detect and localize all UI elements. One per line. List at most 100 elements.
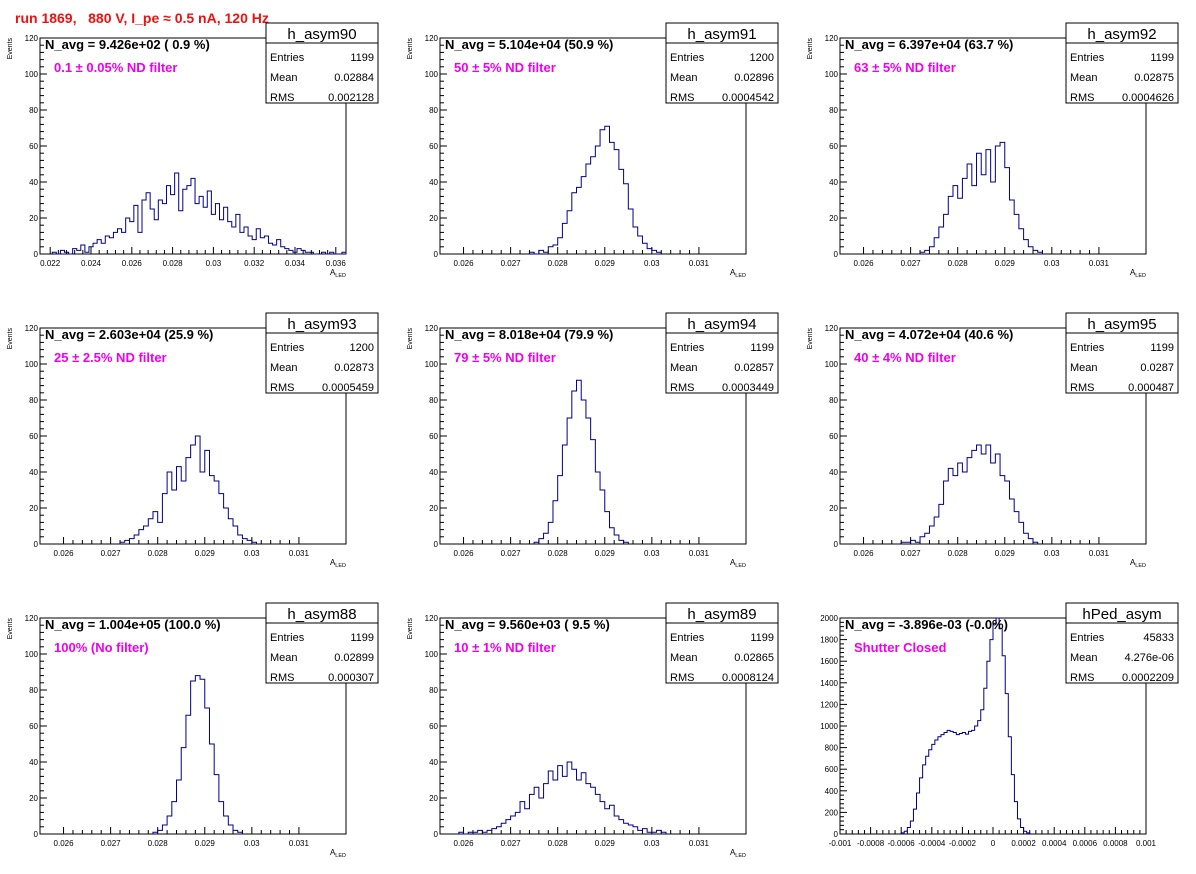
stats-entries: 1199 bbox=[750, 342, 774, 354]
x-tick-label: 0.026 bbox=[454, 549, 475, 558]
histogram-bin bbox=[203, 207, 207, 254]
histogram-bin bbox=[553, 780, 558, 834]
stats-box: h_asym90 Entries 1199 Mean 0.02884 RMS 0.00212… bbox=[265, 22, 379, 104]
y-tick-label: 40 bbox=[29, 178, 38, 187]
histogram-bin bbox=[171, 195, 175, 254]
histogram-outline bbox=[900, 617, 1031, 834]
histogram-bin bbox=[1005, 481, 1010, 544]
x-tick-label: 0.03 bbox=[1044, 259, 1060, 268]
histogram-bin bbox=[986, 445, 991, 544]
histogram-bin bbox=[904, 831, 907, 834]
filter-label: 0.1 ± 0.05% ND filter bbox=[54, 60, 177, 75]
x-axis-label: ALED bbox=[330, 268, 346, 279]
histogram-bin bbox=[572, 769, 577, 834]
histogram-bin bbox=[162, 494, 167, 544]
x-tick-label: 0.027 bbox=[901, 549, 922, 558]
y-tick-label: 800 bbox=[825, 744, 839, 753]
histogram-name: hPed_asym bbox=[1082, 606, 1161, 623]
histogram-bin bbox=[548, 522, 553, 544]
histogram-outline bbox=[458, 761, 667, 835]
histogram-bin bbox=[567, 762, 572, 834]
y-tick-label: 20 bbox=[829, 504, 838, 513]
y-axis-label: Events bbox=[7, 328, 14, 350]
histogram-bin bbox=[264, 236, 268, 254]
histogram-bin bbox=[572, 193, 577, 254]
histogram-bin bbox=[652, 250, 657, 254]
histogram-bin bbox=[150, 209, 154, 254]
histogram-bin bbox=[638, 236, 643, 254]
filter-label: 50 ± 5% ND filter bbox=[454, 60, 556, 75]
histogram-bin bbox=[978, 721, 981, 834]
histogram-name: h_asym91 bbox=[687, 26, 756, 43]
histogram-bin bbox=[920, 252, 925, 254]
histogram-bin bbox=[177, 467, 182, 544]
y-tick-label: 120 bbox=[425, 324, 439, 333]
histogram-bin bbox=[534, 787, 539, 834]
histogram-bin bbox=[628, 825, 633, 834]
histogram-bin bbox=[134, 205, 138, 254]
y-tick-label: 100 bbox=[425, 70, 439, 79]
navg-label: N_avg = 4.072e+04 (40.6 %) bbox=[845, 327, 1013, 342]
stats-mean: 0.02865 bbox=[734, 652, 774, 664]
histogram-bin bbox=[539, 250, 544, 254]
x-tick-label: 0.031 bbox=[289, 839, 310, 848]
stats-rms: 0.0005459 bbox=[322, 382, 374, 394]
histogram-bin bbox=[901, 833, 904, 834]
histogram-bin bbox=[562, 776, 567, 834]
histogram-bin bbox=[567, 211, 572, 254]
x-tick-label: 0.029 bbox=[595, 259, 616, 268]
histogram-bin bbox=[520, 802, 525, 834]
histogram-bin bbox=[999, 629, 1002, 834]
histogram-bin bbox=[130, 222, 134, 254]
histogram-bin bbox=[572, 391, 577, 544]
stats-key: RMS bbox=[1070, 92, 1094, 104]
y-tick-label: 600 bbox=[825, 765, 839, 774]
navg-label: N_avg = 1.004e+05 (100.0 %) bbox=[45, 617, 221, 632]
y-tick-label: 80 bbox=[29, 396, 38, 405]
stats-key: Entries bbox=[270, 52, 305, 64]
histogram-bin bbox=[953, 732, 956, 834]
histogram-bin bbox=[219, 802, 224, 834]
histogram-bin bbox=[586, 784, 591, 834]
stats-entries: 1199 bbox=[350, 52, 374, 64]
navg-label: N_avg = 9.560e+03 ( 9.5 %) bbox=[445, 617, 610, 632]
histogram-bin bbox=[1009, 499, 1014, 544]
histogram-bin bbox=[1002, 656, 1005, 834]
histogram-bin bbox=[211, 214, 215, 254]
histogram-bin bbox=[647, 832, 652, 834]
y-tick-label: 0 bbox=[834, 250, 839, 259]
histogram-bin bbox=[600, 802, 605, 834]
y-tick-label: 80 bbox=[29, 686, 38, 695]
histogram-bin bbox=[1027, 833, 1030, 834]
y-tick-label: 0 bbox=[34, 540, 39, 549]
histogram-bin bbox=[995, 146, 1000, 254]
histogram-bin bbox=[158, 200, 162, 254]
histogram-bin bbox=[962, 178, 967, 254]
histogram-outline bbox=[900, 444, 1039, 544]
histogram-bin bbox=[187, 186, 191, 254]
histogram-bin bbox=[958, 198, 963, 254]
stats-key: Mean bbox=[670, 362, 698, 374]
histogram-bin bbox=[600, 130, 605, 254]
filter-label: 25 ± 2.5% ND filter bbox=[54, 350, 167, 365]
histogram-bin bbox=[944, 214, 949, 254]
y-tick-label: 20 bbox=[29, 214, 38, 223]
stats-key: RMS bbox=[670, 92, 694, 104]
histogram-bin bbox=[1017, 819, 1020, 834]
histogram-bin bbox=[981, 454, 986, 544]
stats-key: Entries bbox=[670, 342, 705, 354]
y-tick-label: 100 bbox=[25, 650, 39, 659]
x-tick-label: 0.03 bbox=[644, 549, 660, 558]
histogram-name: h_asym92 bbox=[1087, 26, 1156, 43]
x-tick-label: 0.031 bbox=[289, 549, 310, 558]
histogram-bin bbox=[548, 771, 553, 834]
histogram-bin bbox=[199, 196, 203, 254]
stats-entries: 1200 bbox=[750, 52, 774, 64]
histogram-bin bbox=[146, 193, 150, 254]
histogram-bin bbox=[939, 227, 944, 254]
histogram-bin bbox=[60, 250, 64, 254]
histogram-bin bbox=[962, 732, 965, 834]
y-tick-label: 100 bbox=[25, 360, 39, 369]
histogram-bins bbox=[529, 126, 661, 254]
histogram-outline bbox=[152, 675, 243, 834]
